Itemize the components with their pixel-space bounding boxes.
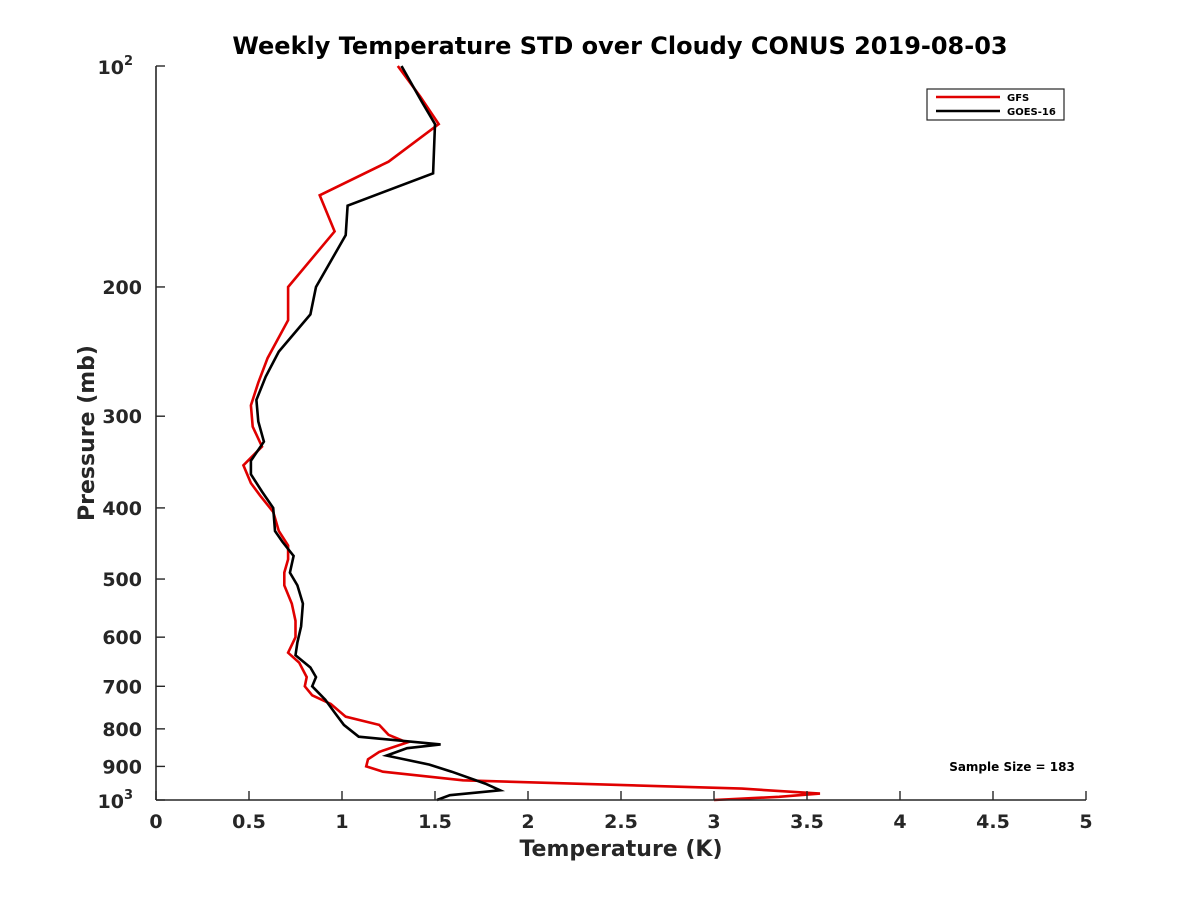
y-tick-label: 10 2 <box>98 54 134 79</box>
y-tick-label: 700 <box>102 676 142 698</box>
legend: GFS GOES-16 <box>926 88 1065 121</box>
x-tick-label: 2 <box>521 811 534 833</box>
y-tick-label: 800 <box>102 719 142 741</box>
y-tick-label: 400 <box>102 498 142 520</box>
y-tick-exponent: 2 <box>124 54 133 69</box>
x-tick-label: 5 <box>1079 811 1092 833</box>
y-tick-exponent: 3 <box>124 788 133 803</box>
sample-size-annotation: Sample Size = 183 <box>949 760 1075 774</box>
series-line-goes-16 <box>249 65 506 802</box>
x-axis-label: Temperature (K) <box>519 837 722 862</box>
x-tick-label: 1.5 <box>418 811 452 833</box>
y-tick-label: 600 <box>102 627 142 649</box>
x-tick-label: 4 <box>893 811 906 833</box>
y-tick-label: 900 <box>102 756 142 778</box>
x-tick-label: 4.5 <box>976 811 1010 833</box>
y-tick-label: 10 3 <box>98 788 134 813</box>
legend-label: GOES-16 <box>1007 107 1056 118</box>
axes <box>155 66 1086 801</box>
x-tick-label: 0 <box>149 811 162 833</box>
x-tick-label: 3.5 <box>790 811 824 833</box>
x-ticks: 0 0.5 1 1.5 2 2.5 3 3.5 4 4.5 5 <box>149 791 1093 833</box>
legend-label: GFS <box>1007 93 1029 104</box>
y-tick-label: 300 <box>102 406 142 428</box>
chart-title: Weekly Temperature STD over Cloudy CONUS… <box>232 32 1007 60</box>
y-tick-base: 10 <box>98 791 124 813</box>
y-tick-base: 10 <box>98 57 124 79</box>
y-axis-label: Pressure (mb) <box>75 345 100 521</box>
y-tick-label: 500 <box>102 569 142 591</box>
x-tick-label: 1 <box>335 811 348 833</box>
series-layer <box>241 65 821 802</box>
y-tick-label: 200 <box>102 277 142 299</box>
x-tick-label: 0.5 <box>232 811 266 833</box>
legend-box <box>926 88 1065 121</box>
x-tick-label: 2.5 <box>604 811 638 833</box>
series-line-gfs <box>241 65 821 802</box>
x-tick-label: 3 <box>707 811 720 833</box>
